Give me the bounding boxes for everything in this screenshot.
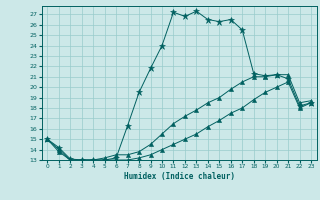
- X-axis label: Humidex (Indice chaleur): Humidex (Indice chaleur): [124, 172, 235, 181]
